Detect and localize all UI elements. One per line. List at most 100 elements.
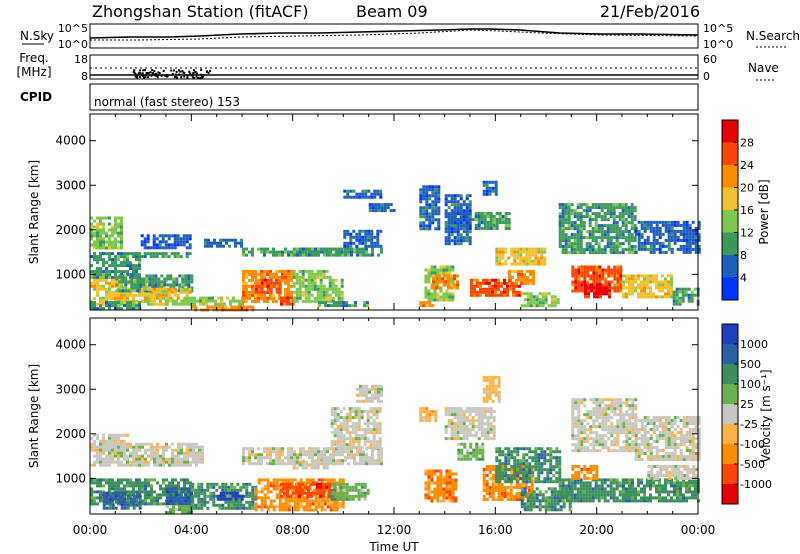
velocity-gate: [357, 482, 361, 486]
velocity-gate: [330, 413, 334, 417]
power-gate: [323, 247, 326, 251]
power-gate: [598, 271, 602, 275]
power-gate: [248, 293, 251, 297]
velocity-gate: [433, 469, 437, 473]
power-gate: [251, 305, 255, 309]
power-gate: [577, 283, 581, 287]
power-gate: [685, 235, 689, 239]
velocity-gate: [254, 456, 257, 460]
power-gate: [643, 295, 646, 299]
power-colorbar-label: Power [dB]: [757, 179, 771, 244]
power-gate: [370, 192, 374, 196]
power-gate: [240, 244, 243, 248]
velocity-gate: [372, 422, 376, 426]
power-gate: [292, 269, 296, 273]
velocity-gate: [377, 459, 380, 463]
velocity-gate: [126, 445, 129, 449]
power-cell-block-34: [622, 274, 673, 299]
velocity-gate: [342, 419, 346, 423]
power-gate: [522, 256, 526, 260]
power-gate: [612, 218, 616, 222]
velocity-gate: [266, 490, 270, 494]
power-gate: [257, 293, 260, 297]
power-gate: [592, 289, 596, 293]
velocity-gate: [365, 396, 368, 400]
velocity-gate: [366, 437, 370, 441]
velocity-gate: [342, 482, 346, 486]
power-gate: [447, 218, 451, 222]
velocity-gate: [222, 491, 226, 495]
velocity-gate: [181, 490, 184, 494]
velocity-gate: [427, 481, 431, 485]
power-gate: [598, 280, 602, 284]
power-gate: [574, 286, 578, 290]
power-gate: [193, 296, 196, 300]
power-gate: [166, 283, 170, 287]
velocity-gate: [183, 442, 186, 446]
power-gate: [234, 244, 237, 248]
velocity-gate: [269, 490, 273, 494]
velocity-gate: [365, 447, 368, 451]
velocity-gate: [302, 499, 306, 503]
velocity-cell-block-1: [90, 442, 204, 467]
power-gate: [640, 223, 644, 227]
power-gate: [627, 215, 631, 219]
power-gate: [120, 246, 123, 250]
velocity-gate: [201, 448, 204, 452]
velocity-gate: [105, 448, 108, 452]
power-gate: [694, 232, 698, 236]
velocity-gate: [126, 490, 129, 494]
power-gate: [127, 280, 131, 284]
velocity-gate: [380, 462, 383, 466]
velocity-gate: [216, 494, 220, 498]
power-gate: [422, 215, 426, 219]
power-gate: [592, 265, 596, 269]
power-gate: [374, 203, 378, 207]
nave-point: [170, 69, 173, 72]
velocity-gate: [363, 443, 367, 447]
velocity-cell-block-3: [102, 491, 142, 510]
power-gate: [340, 284, 344, 288]
power-gate: [670, 295, 673, 299]
power-gate: [129, 267, 132, 271]
power-gate: [603, 233, 607, 237]
power-gate: [140, 293, 144, 297]
power-gate: [594, 239, 598, 243]
power-gate: [359, 253, 362, 257]
power-gate: [598, 265, 602, 269]
power-gate: [661, 295, 664, 299]
power-gate: [90, 243, 93, 247]
power-gate: [164, 240, 168, 244]
velocity-gate: [99, 499, 102, 503]
power-gate: [588, 251, 592, 255]
power-gate: [434, 218, 438, 222]
velocity-gate: [233, 488, 237, 492]
velocity-gate: [350, 456, 353, 460]
power-gate: [661, 250, 665, 254]
velocity-gate: [117, 497, 121, 501]
velocity-gate: [293, 508, 297, 512]
power-gate: [347, 250, 350, 254]
velocity-gate: [117, 439, 120, 443]
power-gate: [179, 290, 183, 294]
velocity-gate: [175, 487, 178, 491]
velocity-gate: [177, 484, 180, 488]
power-gate: [102, 264, 105, 268]
power-gate: [673, 223, 677, 227]
power-gate: [492, 215, 496, 218]
velocity-gate: [283, 494, 286, 498]
velocity-gate: [283, 482, 286, 486]
power-gate: [138, 261, 141, 265]
power-gate: [129, 264, 132, 268]
power-gate: [444, 224, 448, 228]
velocity-gate: [427, 487, 431, 491]
power-gate: [187, 283, 191, 287]
power-gate: [175, 302, 178, 306]
power-gate: [498, 218, 502, 221]
velocity-gate: [263, 493, 267, 497]
power-gate: [343, 235, 347, 239]
power-gate: [343, 232, 347, 236]
power-gate: [494, 183, 498, 187]
velocity-gate: [189, 442, 192, 446]
velocity-gate: [117, 502, 120, 506]
